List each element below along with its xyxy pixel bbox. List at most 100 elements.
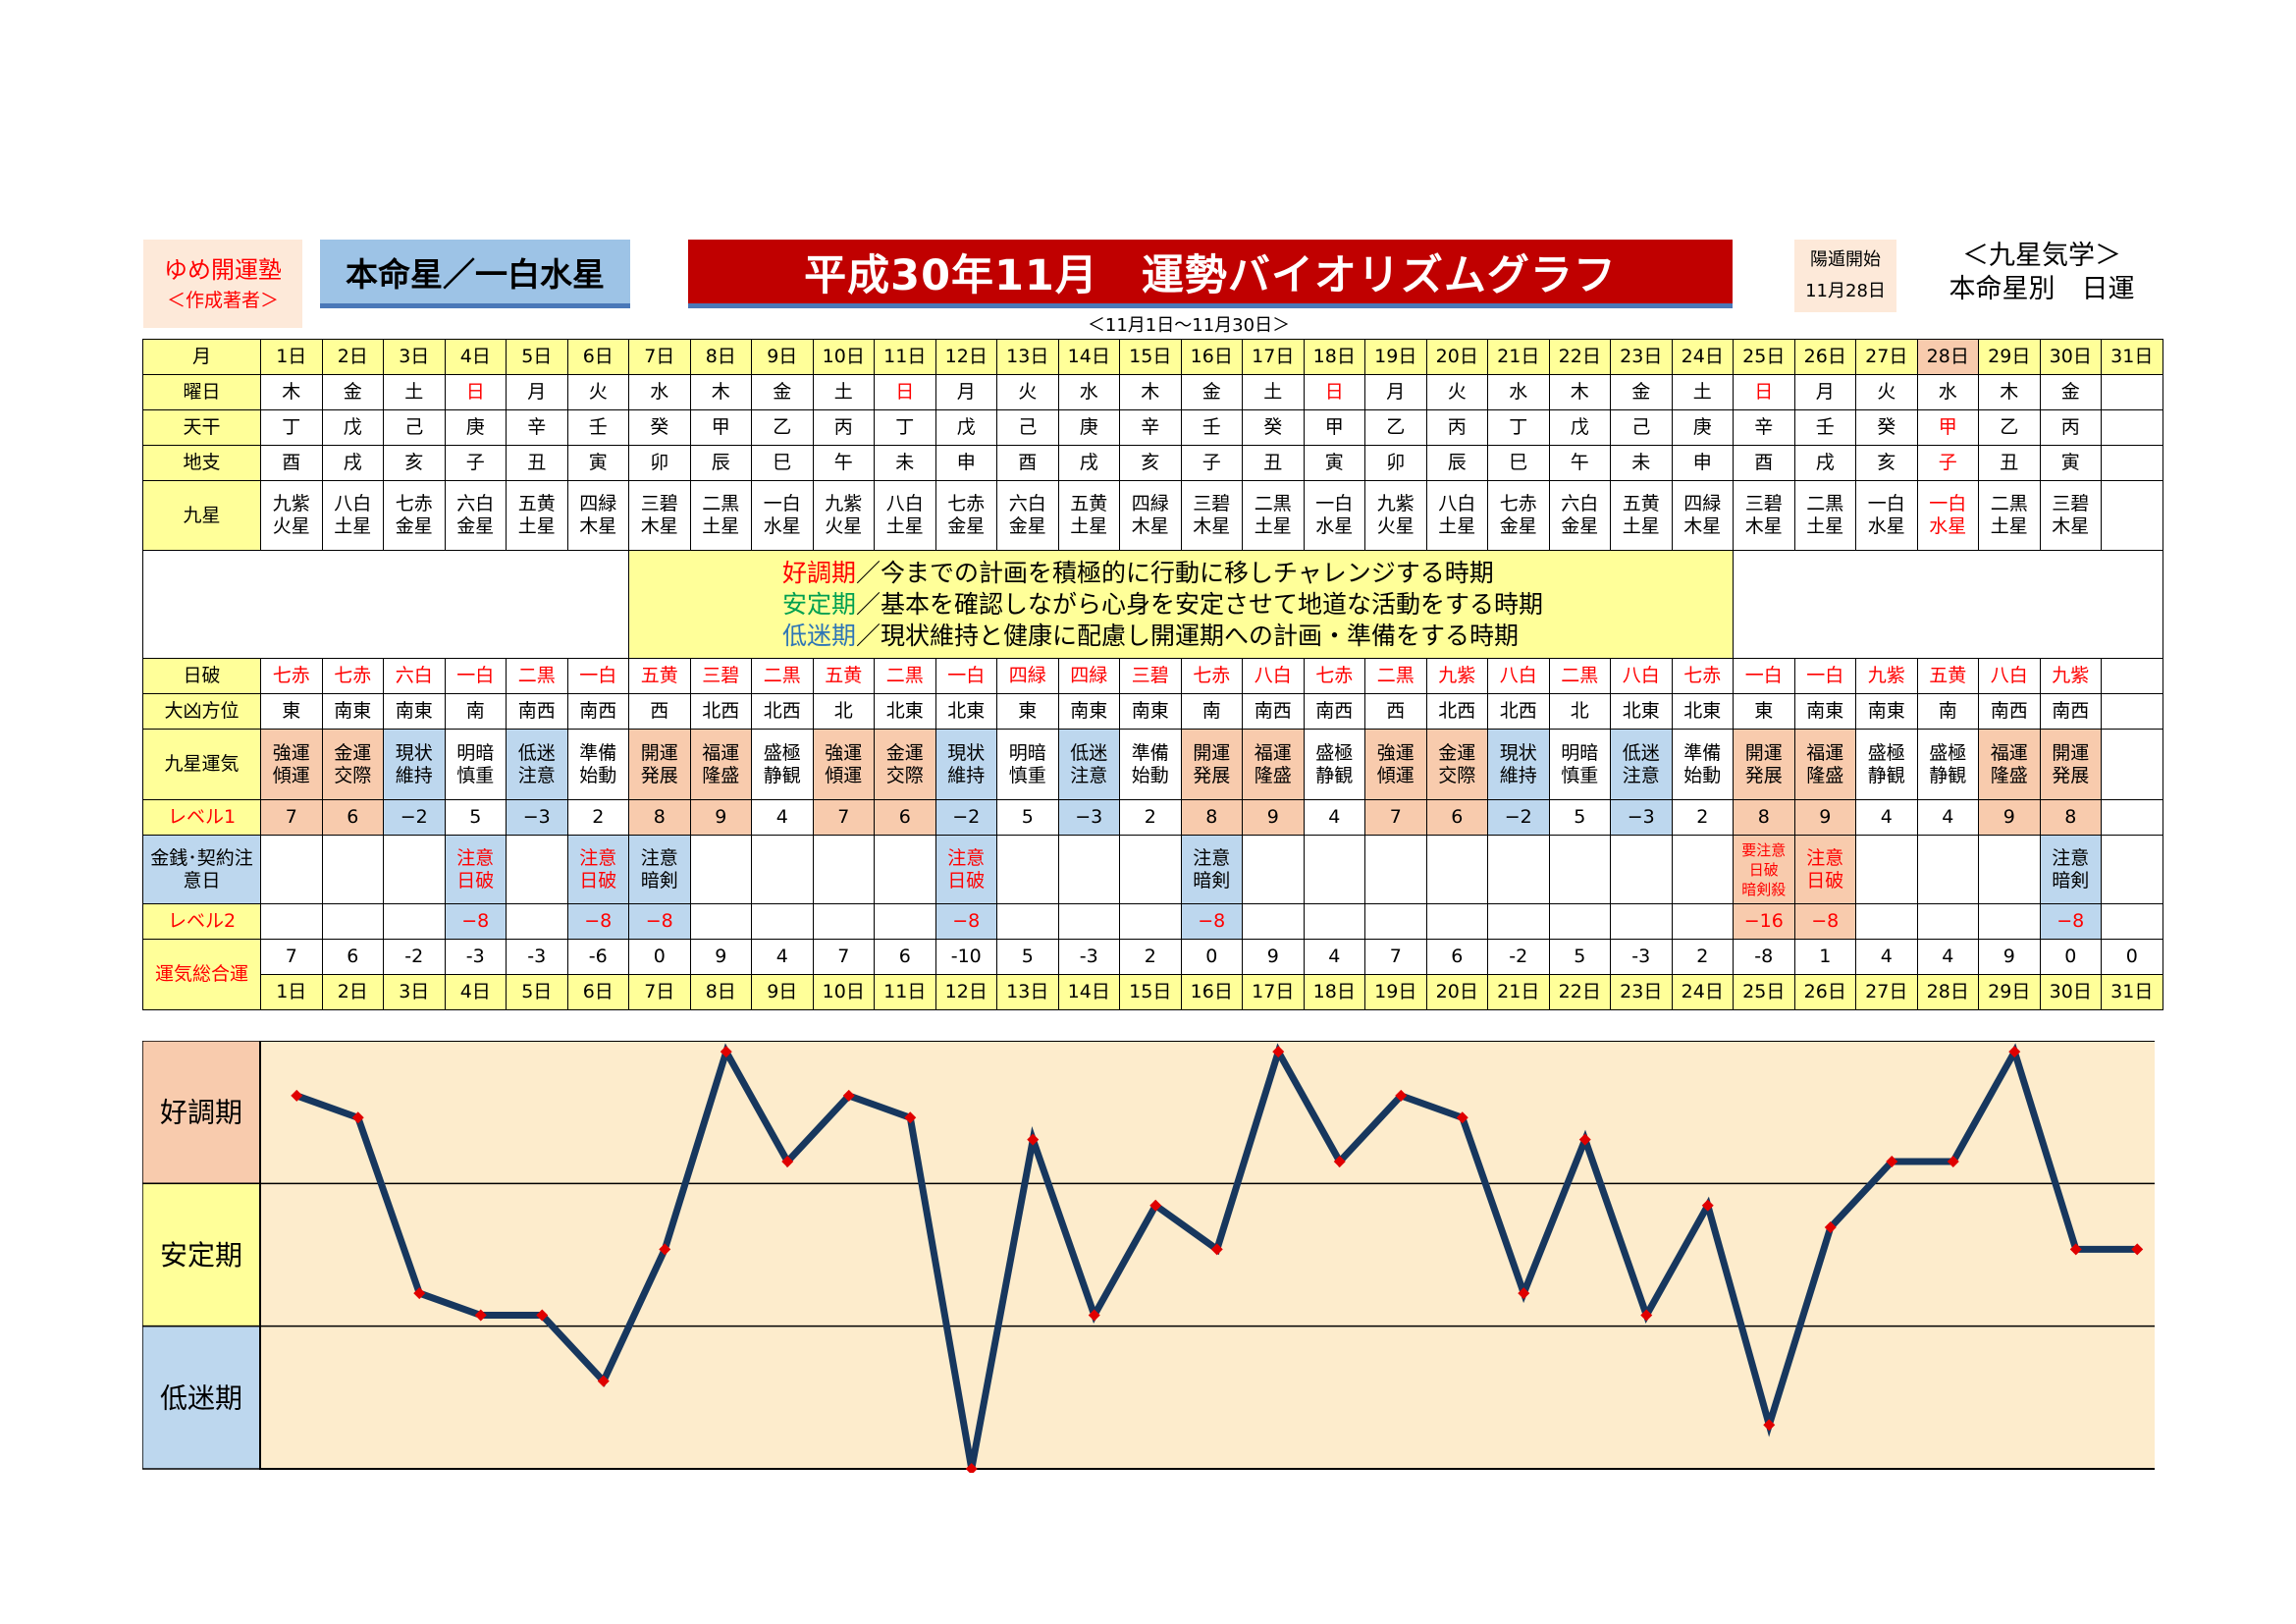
day-footer: 10日	[812, 974, 875, 1010]
weekday-cell: 月	[934, 374, 997, 410]
kinsen-cell	[996, 835, 1059, 904]
weekday-cell: 水	[1057, 374, 1120, 410]
kyusei-cell-bottom: 木星	[2052, 515, 2090, 537]
kyusei-cell: 九紫 火星	[1364, 480, 1427, 551]
kyusei-cell: 二黒 土星	[1242, 480, 1305, 551]
kyusei-cell-bottom: 木星	[1683, 515, 1722, 537]
chishi-cell: 酉	[260, 445, 323, 481]
unki-cell-bottom: 発展	[2052, 764, 2090, 786]
unki-cell-bottom: 傾運	[1376, 764, 1415, 786]
data-point	[474, 1309, 487, 1322]
row-label-unki: 九星運気	[142, 729, 261, 800]
chishi-cell: 亥	[383, 445, 446, 481]
kinsen-line: 暗剣殺	[1741, 880, 1787, 898]
nichiha-cell: 七赤	[1303, 658, 1365, 694]
nichiha-cell	[2101, 658, 2163, 694]
kyusei-cell-bottom: 木星	[1131, 515, 1169, 537]
data-point	[720, 1046, 732, 1058]
unki-cell: 強運 傾運	[260, 729, 323, 800]
legend-key-1: 好調期	[782, 558, 857, 587]
kinsen-line: 注意	[947, 846, 986, 869]
weekday-cell: 日	[1733, 374, 1795, 410]
daikyo-cell: 南西	[1242, 693, 1305, 730]
daikyo-cell	[2101, 693, 2163, 730]
level2-cell	[1978, 903, 2041, 940]
unki-cell-top: 金運	[334, 741, 372, 764]
data-point	[1640, 1309, 1653, 1322]
unki-cell-bottom: 交際	[1438, 764, 1476, 786]
weekday-cell: 木	[260, 374, 323, 410]
legend-line-2: 安定期／基本を確認しながら心身を安定させて地道な活動をする時期	[635, 589, 1733, 621]
tenkan-cell: 辛	[1733, 409, 1795, 446]
day-header: 15日	[1119, 339, 1182, 375]
day-footer: 12日	[934, 974, 997, 1010]
daikyo-cell: 北西	[751, 693, 814, 730]
kinsen-cell: 注意 暗剣	[1180, 835, 1243, 904]
day-footer: 2日	[321, 974, 384, 1010]
day-footer: 9日	[751, 974, 814, 1010]
kinsen-cell	[1119, 835, 1182, 904]
level2-cell	[1487, 903, 1550, 940]
unki-cell-bottom: 交際	[334, 764, 372, 786]
unki-cell-top: 明暗	[1561, 741, 1599, 764]
kyusei-cell: 一白 水星	[751, 480, 814, 551]
day-footer: 20日	[1425, 974, 1488, 1010]
kyusei-cell-bottom: 土星	[702, 515, 740, 537]
daikyo-cell: 南東	[1057, 693, 1120, 730]
day-header: 29日	[1978, 339, 2041, 375]
kyusei-cell-top: 三碧	[2052, 493, 2090, 514]
kyusei-cell-top: 一白	[763, 493, 801, 514]
sogo-cell: -8	[1733, 939, 1795, 975]
unki-cell-top: 現状	[395, 741, 433, 764]
chishi-cell: 丑	[1242, 445, 1305, 481]
kinsen-cell	[321, 835, 384, 904]
day-footer: 4日	[444, 974, 507, 1010]
weekday-cell: 金	[1610, 374, 1673, 410]
tenkan-cell: 壬	[1180, 409, 1243, 446]
day-header: 8日	[689, 339, 752, 375]
kyusei-cell-bottom: 土星	[1990, 515, 2028, 537]
kyusei-cell-top: 八白	[885, 493, 924, 514]
day-footer: 16日	[1180, 974, 1243, 1010]
kyusei-cell-bottom: 金星	[1499, 515, 1537, 537]
row-nichiha: 日破 七赤 七赤 六白 一白 二黒 一白 五黄 三碧 二黒 五黄 二黒 一白 四緑 四緑 三碧 七赤 八白 七赤 二黒…	[142, 658, 2163, 694]
daikyo-cell: 北西	[689, 693, 752, 730]
level2-cell	[1057, 903, 1120, 940]
day-header: 16日	[1180, 339, 1243, 375]
unki-cell: 現状 維持	[934, 729, 997, 800]
daikyo-cell: 南東	[1855, 693, 1918, 730]
chishi-cell: 申	[1671, 445, 1734, 481]
honmei-label: 本命星／一白水星	[320, 240, 630, 308]
chishi-cell: 戌	[321, 445, 384, 481]
row-label-nichiha: 日破	[142, 658, 261, 694]
weekday-cell: 土	[1671, 374, 1734, 410]
unki-cell: 福運 隆盛	[689, 729, 752, 800]
tenkan-cell: 丙	[812, 409, 875, 446]
level1-cell: 7	[812, 799, 875, 836]
tenkan-cell: 戊	[934, 409, 997, 446]
kinsen-cell	[1978, 835, 2041, 904]
kyusei-cell: 一白 水星	[1916, 480, 1979, 551]
level1-cell: −2	[934, 799, 997, 836]
level2-cell: −8	[628, 903, 691, 940]
sogo-cell: 7	[1364, 939, 1427, 975]
date-range: ＜11月1日～11月30日＞	[1087, 315, 1291, 336]
unki-cell-bottom: 静観	[1315, 764, 1354, 786]
chishi-cell: 寅	[566, 445, 629, 481]
day-footer: 28日	[1916, 974, 1979, 1010]
unki-cell: 盛極 静観	[1916, 729, 1979, 800]
daikyo-cell: 南東	[321, 693, 384, 730]
unki-cell: 盛極 静観	[751, 729, 814, 800]
unki-cell: 準備 始動	[1119, 729, 1182, 800]
level1-cell: −3	[1610, 799, 1673, 836]
sogo-cell: 1	[1793, 939, 1856, 975]
daikyo-cell: 北東	[874, 693, 936, 730]
nichiha-cell: 四緑	[1057, 658, 1120, 694]
chishi-cell: 申	[934, 445, 997, 481]
unki-cell-bottom: 注意	[517, 764, 556, 786]
kyusei-cell-bottom: 土星	[1806, 515, 1844, 537]
level2-cell	[321, 903, 384, 940]
day-footer: 27日	[1855, 974, 1918, 1010]
nichiha-cell: 二黒	[506, 658, 568, 694]
kyusei-cell: 三碧 木星	[1733, 480, 1795, 551]
